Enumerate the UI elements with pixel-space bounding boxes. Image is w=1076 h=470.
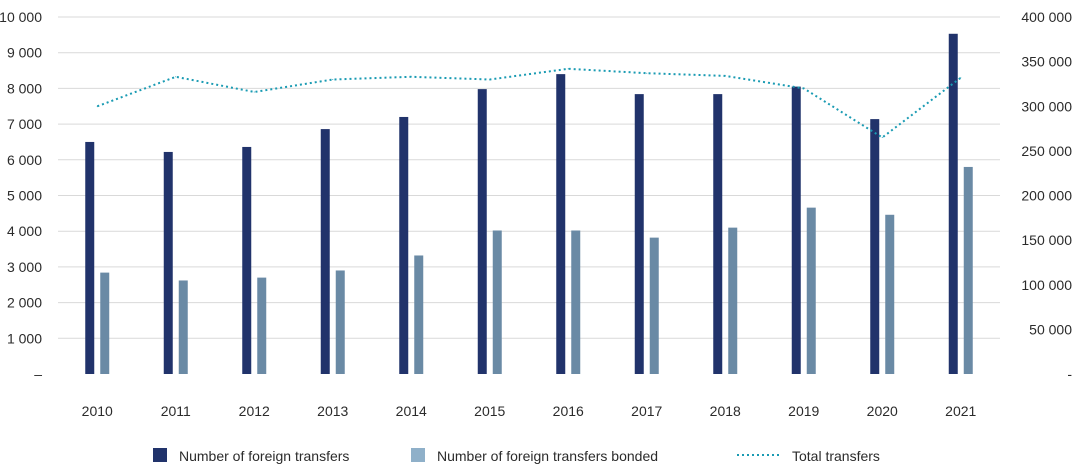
total-transfers-point <box>332 78 334 80</box>
x-axis: 2010 2011 2012 2013 2014 2015 2016 2017 2018 2019… <box>82 403 977 419</box>
bar-foreign-transfers-bonded <box>178 280 188 374</box>
x-tick-label: 2021 <box>945 403 976 419</box>
legend-label-foreign: Number of foreign transfers <box>179 448 349 464</box>
legend: Number of foreign transfers Number of fo… <box>153 448 880 464</box>
right-tick-label: 150 000 <box>1021 232 1072 248</box>
x-tick-label: 2011 <box>161 403 191 419</box>
bar-foreign-transfers <box>791 86 801 375</box>
bar-foreign-transfers <box>713 94 723 374</box>
total-transfers-point <box>803 87 805 89</box>
bar-foreign-transfers <box>556 74 566 375</box>
legend-label-total: Total transfers <box>792 448 880 464</box>
total-transfers-point <box>960 77 962 79</box>
bar-foreign-transfers <box>163 151 173 374</box>
x-tick-label: 2020 <box>867 403 898 419</box>
bar-foreign-transfers <box>948 33 958 375</box>
bar-foreign-transfers-bonded <box>806 207 816 374</box>
legend-label-bonded: Number of foreign transfers bonded <box>437 448 658 464</box>
total-transfers-point <box>175 76 177 78</box>
total-transfers-point <box>646 72 648 74</box>
total-transfers-point <box>410 76 412 78</box>
x-tick-label: 2010 <box>82 403 113 419</box>
bar-foreign-transfers <box>399 116 409 375</box>
x-tick-label: 2012 <box>239 403 270 419</box>
left-tick-label: 9 000 <box>7 45 42 61</box>
x-tick-label: 2019 <box>788 403 819 419</box>
left-tick-label: 4 000 <box>7 223 42 239</box>
x-tick-label: 2014 <box>396 403 427 419</box>
total-transfers-point <box>489 78 491 80</box>
left-tick-label: 6 000 <box>7 152 42 168</box>
total-transfers-point <box>567 68 569 70</box>
bar-foreign-transfers <box>242 146 252 374</box>
right-tick-label: - <box>1067 366 1072 382</box>
total-transfers-point <box>96 105 98 107</box>
total-transfers-point <box>881 136 883 138</box>
bar-foreign-transfers <box>85 141 95 374</box>
x-tick-label: 2017 <box>631 403 662 419</box>
bar-foreign-transfers-bonded <box>257 277 267 374</box>
legend-swatch-foreign <box>153 448 167 462</box>
right-y-axis: - 50 000 100 000 150 000 200 000 250 000 300 0… <box>1021 9 1072 382</box>
left-tick-label: 1 000 <box>7 330 42 346</box>
right-tick-label: 300 000 <box>1021 98 1072 114</box>
left-tick-label: 5 000 <box>7 188 42 204</box>
bar-foreign-transfers <box>634 94 644 374</box>
x-tick-label: 2015 <box>474 403 505 419</box>
bar-foreign-transfers-bonded <box>492 230 502 374</box>
left-tick-label: 2 000 <box>7 295 42 311</box>
right-tick-label: 200 000 <box>1021 188 1072 204</box>
bar-foreign-transfers-bonded <box>963 166 973 374</box>
bar-foreign-transfers-bonded <box>885 214 895 374</box>
bar-foreign-transfers-bonded <box>571 230 581 374</box>
left-tick-label: – <box>34 366 42 382</box>
left-tick-label: 3 000 <box>7 259 42 275</box>
total-transfers-line <box>96 67 962 139</box>
total-transfers-point <box>253 91 255 93</box>
bar-foreign-transfers <box>870 119 880 375</box>
bar-foreign-transfers-bonded <box>414 255 424 374</box>
total-line-layer <box>96 67 962 139</box>
right-tick-label: 350 000 <box>1021 54 1072 70</box>
left-y-axis: – 1 000 2 000 3 000 4 000 5 000 6 000 7 000 8 00… <box>0 9 42 382</box>
bar-foreign-transfers <box>477 89 487 374</box>
right-tick-label: 100 000 <box>1021 277 1072 293</box>
bar-foreign-transfers-bonded <box>335 270 345 374</box>
bar-foreign-transfers-bonded <box>100 272 110 374</box>
left-tick-label: 7 000 <box>7 116 42 132</box>
grid-lines <box>58 16 1000 339</box>
legend-swatch-bonded <box>411 448 425 462</box>
bar-foreign-transfers-bonded <box>649 237 659 374</box>
total-transfers-point <box>724 75 726 77</box>
x-tick-label: 2016 <box>553 403 584 419</box>
right-tick-label: 50 000 <box>1029 321 1072 337</box>
bars <box>85 33 973 375</box>
left-tick-label: 8 000 <box>7 80 42 96</box>
right-tick-label: 250 000 <box>1021 143 1072 159</box>
right-tick-label: 400 000 <box>1021 9 1072 25</box>
x-tick-label: 2013 <box>317 403 348 419</box>
bar-foreign-transfers-bonded <box>728 227 738 374</box>
bar-foreign-transfers <box>320 129 330 374</box>
x-tick-label: 2018 <box>710 403 741 419</box>
left-tick-label: 10 000 <box>0 9 42 25</box>
